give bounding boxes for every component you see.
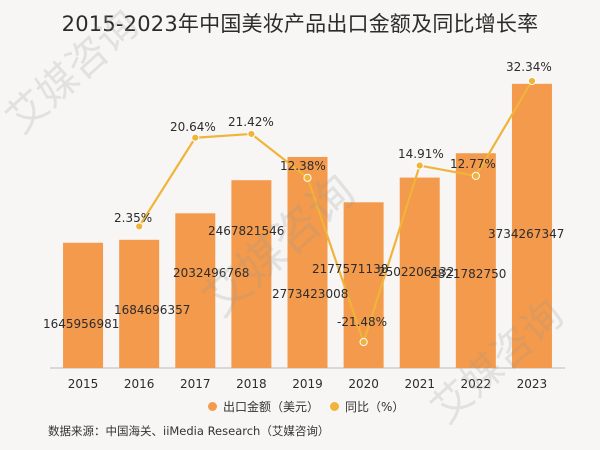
legend-label-yoy: 同比（%） bbox=[345, 400, 405, 414]
yoy-point bbox=[247, 129, 256, 139]
yoy-value-label: 32.34% bbox=[506, 60, 552, 74]
x-tick-label: 2018 bbox=[236, 377, 267, 391]
yoy-point bbox=[191, 133, 200, 142]
yoy-value-label: -21.48% bbox=[337, 315, 387, 329]
yoy-point bbox=[303, 173, 312, 182]
bar bbox=[119, 239, 160, 368]
bar-value-label: 3734267347 bbox=[488, 227, 564, 241]
yoy-value-label: 20.64% bbox=[170, 120, 216, 134]
legend-bar-swatch bbox=[208, 402, 217, 411]
bar-value-label: 2177571138 bbox=[312, 262, 388, 276]
x-tick-label: 2023 bbox=[517, 377, 548, 391]
yoy-point bbox=[527, 76, 537, 86]
source-note: 数据来源：中国海关、iiMedia Research（艾媒咨询） bbox=[48, 424, 330, 438]
x-tick-label: 2020 bbox=[348, 377, 379, 391]
yoy-line bbox=[138, 80, 533, 344]
bar-value-label: 2467821546 bbox=[208, 224, 284, 238]
bar bbox=[455, 153, 496, 368]
x-tick-label: 2022 bbox=[461, 377, 492, 391]
legend-line-swatch bbox=[330, 402, 339, 411]
x-tick-label: 2017 bbox=[180, 377, 211, 391]
bar-value-label: 1684696357 bbox=[114, 303, 190, 317]
yoy-point bbox=[359, 337, 368, 347]
bar-value-label: 2821782750 bbox=[430, 267, 506, 281]
yoy-value-label: 2.35% bbox=[114, 211, 152, 225]
x-tick-label: 2021 bbox=[404, 377, 435, 391]
bar bbox=[175, 213, 216, 368]
x-tick-label: 2019 bbox=[292, 377, 323, 391]
bar bbox=[231, 180, 272, 368]
yoy-value-label: 14.91% bbox=[398, 147, 444, 161]
bar bbox=[511, 83, 552, 368]
bar-value-label: 2032496768 bbox=[173, 266, 249, 280]
x-tick-label: 2015 bbox=[68, 377, 99, 391]
yoy-point bbox=[135, 222, 144, 231]
chart-title: 2015-2023年中国美妆产品出口金额及同比增长率 bbox=[61, 12, 539, 36]
yoy-value-label: 21.42% bbox=[228, 115, 274, 129]
bar bbox=[287, 156, 328, 368]
yoy-value-label: 12.77% bbox=[450, 157, 496, 171]
x-tick-label: 2016 bbox=[124, 377, 155, 391]
bar-value-label: 1645956981 bbox=[43, 317, 119, 331]
legend-label-amount: 出口金额（美元） bbox=[223, 400, 320, 414]
bar bbox=[63, 242, 104, 368]
yoy-value-label: 12.38% bbox=[280, 159, 326, 173]
legend-item-yoy: 同比（%） bbox=[330, 398, 404, 415]
bar-value-label: 2502206132 bbox=[378, 265, 454, 279]
yoy-point bbox=[415, 161, 424, 170]
bar-value-label: 2773423008 bbox=[272, 287, 348, 301]
yoy-point bbox=[471, 171, 480, 181]
legend-item-amount: 出口金额（美元） bbox=[208, 398, 319, 415]
